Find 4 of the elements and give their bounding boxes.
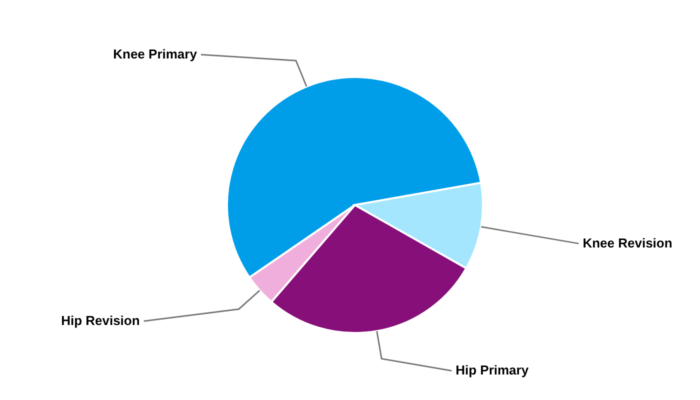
slice-label: Knee Revision (582, 236, 672, 251)
slice-label: Hip Revision (61, 313, 140, 328)
slice-label: Knee Primary (113, 46, 198, 62)
slice-label: Hip Primary (456, 362, 530, 378)
